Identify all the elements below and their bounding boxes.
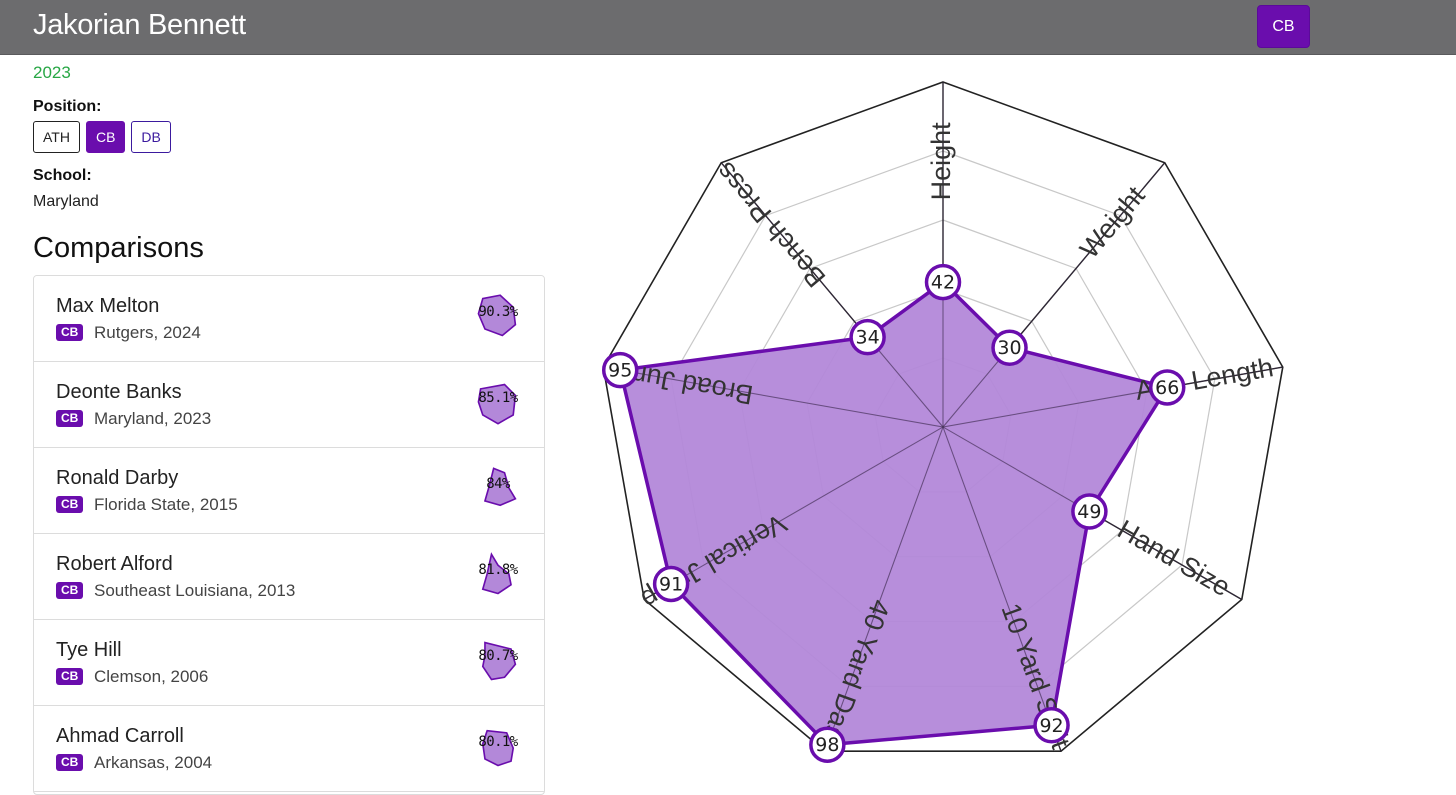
radar-spoke-overlay bbox=[603, 366, 944, 428]
comparison-percent: 81.8% bbox=[478, 562, 518, 578]
comparison-row[interactable]: Ronald Darby CB Florida State, 2015 84% bbox=[34, 448, 544, 534]
comparison-position-badge: CB bbox=[56, 668, 84, 685]
comparison-thumbnail: 85.1% bbox=[470, 378, 526, 428]
radar-spoke-overlay bbox=[720, 162, 944, 428]
comparison-percent: 90.3% bbox=[478, 304, 518, 320]
comparison-name[interactable]: Ahmad Carroll bbox=[56, 725, 184, 747]
radar-value-label: 92 bbox=[1039, 715, 1063, 737]
position-button-ath[interactable]: ATH bbox=[33, 121, 80, 153]
radar-value-label: 98 bbox=[815, 734, 839, 756]
comparison-position-badge: CB bbox=[56, 324, 84, 341]
radar-value-marker bbox=[601, 351, 639, 389]
radar-spoke-overlay bbox=[942, 426, 1062, 752]
radar-value-marker bbox=[991, 329, 1028, 366]
radar-axis-label: Hand Size bbox=[1113, 514, 1236, 602]
comparison-percent: 85.1% bbox=[478, 390, 518, 406]
comparison-position-badge: CB bbox=[56, 496, 84, 513]
radar-value-label: 49 bbox=[1077, 501, 1101, 523]
radar-axis-label: Weight bbox=[1074, 180, 1151, 264]
comparison-thumbnail: 84% bbox=[470, 464, 526, 514]
radar-value-marker bbox=[1033, 707, 1070, 744]
comparison-row[interactable]: Max Melton CB Rutgers, 2024 90.3% bbox=[34, 276, 544, 362]
radar-axis-label: Bench Press bbox=[710, 156, 831, 293]
radar-value-marker bbox=[652, 565, 690, 603]
position-label: Position: bbox=[33, 98, 102, 115]
radar-value-label: 95 bbox=[608, 360, 632, 382]
position-button-db[interactable]: DB bbox=[131, 121, 171, 153]
radar-spoke-overlay bbox=[643, 426, 944, 600]
radar-value-label: 66 bbox=[1155, 377, 1179, 399]
comparison-school-year: Arkansas, 2004 bbox=[94, 753, 213, 772]
radar-value-label: 42 bbox=[931, 272, 955, 294]
radar-value-marker bbox=[1148, 369, 1186, 406]
radar-value-marker bbox=[924, 263, 962, 301]
top-bar: Jakorian Bennett CB bbox=[0, 0, 1456, 55]
comparison-mini-radar-icon bbox=[481, 729, 515, 767]
player-name: Jakorian Bennett bbox=[33, 9, 246, 41]
school-value: Maryland bbox=[33, 193, 99, 210]
comparison-position-badge: CB bbox=[56, 582, 84, 599]
comparison-position-badge: CB bbox=[56, 410, 84, 427]
radar-value-label: 30 bbox=[997, 337, 1021, 359]
comparison-school-year: Rutgers, 2024 bbox=[94, 323, 201, 342]
comparison-percent: 84% bbox=[486, 476, 510, 492]
radar-spoke-overlay bbox=[824, 426, 944, 752]
position-buttons: ATH CB DB bbox=[33, 121, 171, 153]
radar-value-label: 91 bbox=[659, 573, 683, 595]
radar-axis-label: Height bbox=[926, 122, 956, 201]
radar-outer-ring bbox=[602, 81, 1284, 752]
comparison-school-year: Clemson, 2006 bbox=[94, 667, 209, 686]
comparison-percent: 80.1% bbox=[478, 734, 518, 750]
comparison-name[interactable]: Tye Hill bbox=[56, 639, 122, 661]
comparison-name[interactable]: Max Melton bbox=[56, 295, 160, 317]
comparison-row[interactable]: Tye Hill CB Clemson, 2006 80.7% bbox=[34, 620, 544, 706]
comparison-row[interactable]: Robert Alford CB Southeast Louisiana, 20… bbox=[34, 534, 544, 620]
school-label: School: bbox=[33, 167, 92, 184]
radar-value-marker bbox=[849, 318, 886, 356]
comparison-mini-radar-icon bbox=[477, 294, 517, 337]
position-badge[interactable]: CB bbox=[1257, 5, 1310, 48]
radar-spoke-overlay bbox=[942, 366, 1283, 428]
position-button-cb[interactable]: CB bbox=[85, 121, 126, 153]
comparison-percent: 80.7% bbox=[478, 648, 518, 664]
comparison-position-badge: CB bbox=[56, 754, 84, 771]
comparisons-heading: Comparisons bbox=[33, 232, 204, 264]
draft-year: 2023 bbox=[33, 63, 71, 82]
comparison-mini-radar-icon bbox=[483, 467, 517, 507]
comparison-name[interactable]: Ronald Darby bbox=[56, 467, 179, 489]
comparison-name[interactable]: Deonte Banks bbox=[56, 381, 182, 403]
radar-value-label: 34 bbox=[856, 327, 880, 349]
comparison-mini-radar-icon bbox=[477, 383, 517, 425]
radar-value-marker bbox=[809, 726, 846, 763]
radar-data-area bbox=[618, 280, 1169, 747]
comparison-row[interactable]: Deonte Banks CB Maryland, 2023 85.1% bbox=[34, 362, 544, 448]
comparisons-list: Max Melton CB Rutgers, 2024 90.3% Deonte… bbox=[33, 275, 545, 795]
comparison-mini-radar-icon bbox=[481, 552, 512, 595]
comparison-school-year: Southeast Louisiana, 2013 bbox=[94, 581, 296, 600]
comparison-thumbnail: 80.1% bbox=[470, 722, 526, 772]
comparison-thumbnail: 80.7% bbox=[470, 636, 526, 686]
comparison-school-year: Maryland, 2023 bbox=[94, 409, 212, 428]
comparison-row[interactable]: Ahmad Carroll CB Arkansas, 2004 80.1% bbox=[34, 706, 544, 792]
comparison-thumbnail: 81.8% bbox=[470, 550, 526, 600]
comparison-school-year: Florida State, 2015 bbox=[94, 495, 238, 514]
comparison-name[interactable]: Robert Alford bbox=[56, 553, 173, 575]
radar-spoke-overlay bbox=[942, 162, 1166, 428]
comparison-mini-radar-icon bbox=[481, 641, 517, 681]
radar-value-marker bbox=[1071, 493, 1108, 530]
comparison-thumbnail: 90.3% bbox=[470, 292, 526, 342]
